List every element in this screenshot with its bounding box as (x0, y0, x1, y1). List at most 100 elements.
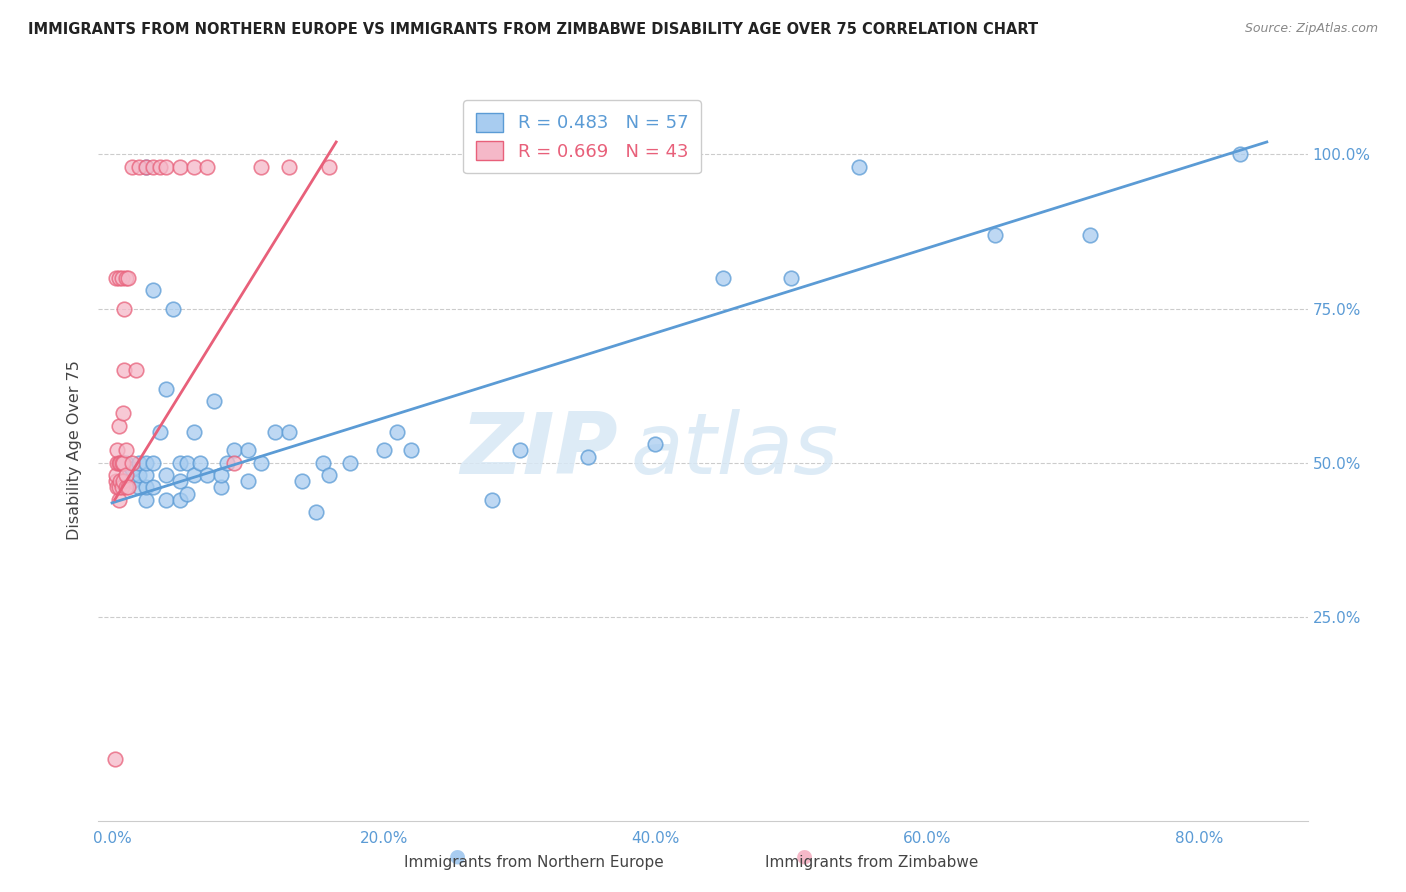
Point (264, 425, 287, 439)
Point (509, 443, 531, 458)
Point (311, 456, 333, 470)
Point (107, 492, 129, 507)
Point (209, 481, 232, 495)
Point (107, 270, 129, 285)
Point (135, 481, 157, 495)
Point (114, 456, 136, 470)
Point (183, 425, 205, 439)
Point (277, 160, 299, 174)
Y-axis label: Disability Age Over 75: Disability Age Over 75 (67, 360, 83, 541)
Text: ●: ● (796, 847, 813, 865)
Point (373, 443, 395, 458)
Point (250, 160, 273, 174)
Point (114, 443, 136, 458)
Point (142, 160, 165, 174)
Point (114, 468, 136, 483)
Point (105, 270, 128, 285)
Text: Immigrants from Northern Europe: Immigrants from Northern Europe (405, 855, 664, 870)
Point (107, 481, 129, 495)
Point (155, 382, 177, 396)
Point (202, 394, 225, 409)
Point (121, 475, 143, 489)
Point (169, 492, 191, 507)
Point (108, 456, 131, 470)
Point (107, 456, 129, 470)
Point (110, 481, 132, 495)
Point (111, 456, 134, 470)
Point (236, 443, 259, 458)
Point (481, 492, 503, 507)
Point (576, 450, 599, 464)
Point (984, 227, 1007, 242)
Point (250, 456, 273, 470)
Point (711, 270, 734, 285)
Point (110, 456, 132, 470)
Point (195, 468, 218, 483)
Point (155, 468, 177, 483)
Point (114, 481, 136, 495)
Point (128, 456, 150, 470)
Point (121, 456, 143, 470)
Point (291, 475, 314, 489)
Point (128, 481, 150, 495)
Point (108, 475, 131, 489)
Point (188, 456, 211, 470)
Point (848, 160, 870, 174)
Point (107, 481, 129, 495)
Point (209, 468, 232, 483)
Point (169, 160, 191, 174)
Point (110, 270, 132, 285)
Point (112, 301, 135, 316)
Point (142, 456, 165, 470)
Point (1078, 227, 1101, 242)
Point (305, 505, 328, 519)
Point (162, 301, 184, 316)
Point (176, 486, 198, 500)
Point (104, 752, 127, 766)
Point (114, 270, 136, 285)
Point (107, 443, 129, 458)
Point (224, 443, 246, 458)
Point (111, 475, 134, 489)
Point (155, 160, 177, 174)
Point (121, 160, 143, 174)
Point (142, 481, 165, 495)
Point (224, 456, 246, 470)
Text: ●: ● (449, 847, 465, 865)
Point (644, 437, 666, 451)
Point (277, 425, 299, 439)
Point (121, 462, 143, 476)
Point (112, 363, 135, 377)
Legend: R = 0.483   N = 57, R = 0.669   N = 43: R = 0.483 N = 57, R = 0.669 N = 43 (464, 101, 700, 173)
Point (155, 492, 177, 507)
Point (128, 160, 150, 174)
Point (135, 456, 157, 470)
Point (236, 475, 259, 489)
Text: Source: ZipAtlas.com: Source: ZipAtlas.com (1244, 22, 1378, 36)
Point (107, 456, 129, 470)
Point (125, 363, 148, 377)
Text: ZIP: ZIP (461, 409, 619, 492)
Point (114, 468, 136, 483)
Point (169, 456, 191, 470)
Point (105, 475, 128, 489)
Text: IMMIGRANTS FROM NORTHERN EUROPE VS IMMIGRANTS FROM ZIMBABWE DISABILITY AGE OVER : IMMIGRANTS FROM NORTHERN EUROPE VS IMMIG… (28, 22, 1038, 37)
Point (128, 468, 150, 483)
Point (107, 418, 129, 433)
Point (169, 475, 191, 489)
Point (399, 443, 422, 458)
Text: atlas: atlas (630, 409, 838, 492)
Point (135, 160, 157, 174)
Point (318, 160, 340, 174)
Point (780, 270, 803, 285)
Point (318, 468, 340, 483)
Point (1229, 147, 1251, 161)
Point (176, 456, 198, 470)
Point (117, 481, 139, 495)
Point (135, 160, 157, 174)
Text: Immigrants from Zimbabwe: Immigrants from Zimbabwe (765, 855, 979, 870)
Point (111, 407, 134, 421)
Point (339, 456, 361, 470)
Point (387, 425, 409, 439)
Point (217, 456, 239, 470)
